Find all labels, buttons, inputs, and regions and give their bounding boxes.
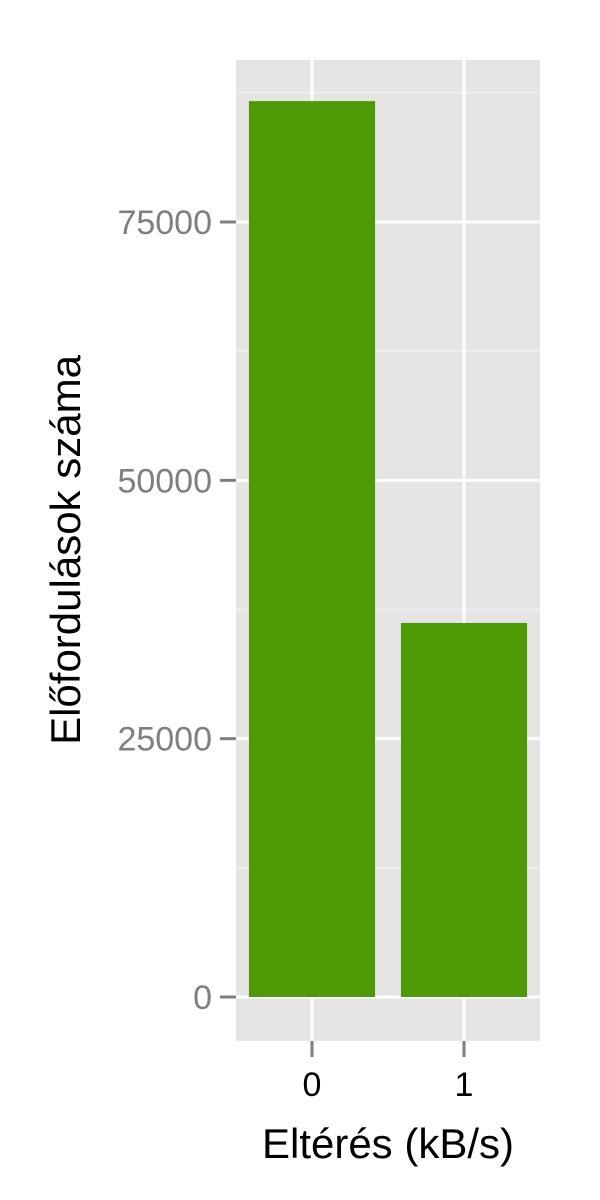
y-tick-label: 75000 — [117, 204, 212, 242]
y-tick-label: 25000 — [117, 721, 212, 759]
y-axis: 0 25000 50000 75000 — [117, 204, 236, 1017]
bars — [248, 101, 528, 998]
x-axis-title: Eltérés (kB/s) — [262, 1120, 514, 1167]
y-tick-label: 50000 — [117, 462, 212, 500]
x-tick-label: 0 — [303, 1066, 322, 1104]
y-axis-title: Előfordulások száma — [42, 354, 89, 744]
y-tick-label: 0 — [193, 979, 212, 1017]
x-tick-label: 1 — [455, 1066, 474, 1104]
bar-1 — [400, 622, 528, 997]
bar-0 — [248, 101, 376, 998]
